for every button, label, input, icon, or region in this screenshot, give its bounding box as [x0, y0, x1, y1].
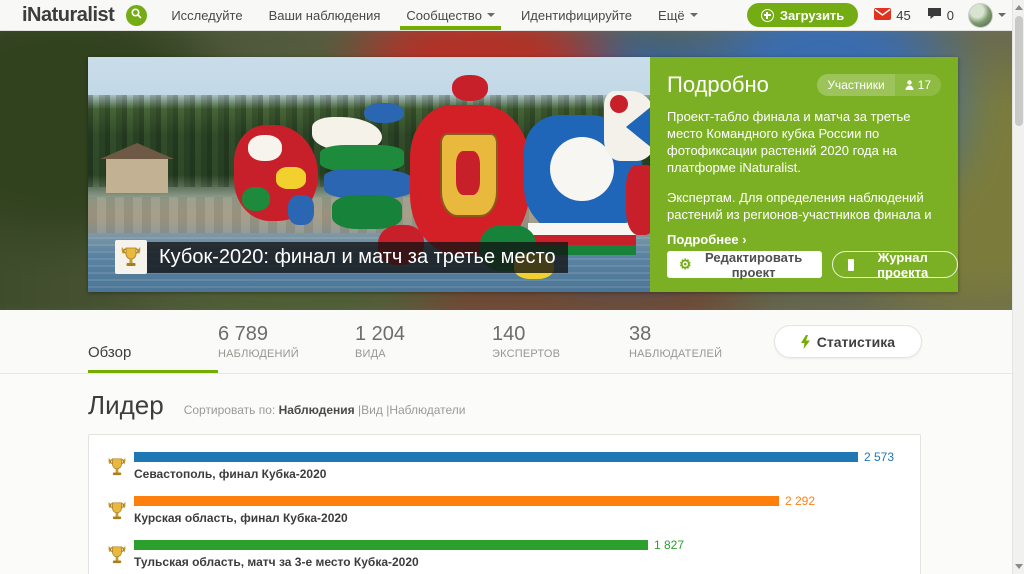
chevron-down-icon — [689, 13, 698, 17]
about-paragraph-1: Проект-табло финала и матча за третье ме… — [667, 109, 911, 176]
sort-option-observers[interactable]: Наблюдатели — [389, 403, 466, 417]
leaderboard-row: 2 292 Курская область, финал Кубка-2020 — [104, 494, 904, 525]
project-title: Кубок-2020: финал и матч за третье место — [147, 242, 568, 273]
comments-indicator[interactable]: 0 — [927, 7, 954, 23]
bar-value: 2 292 — [785, 494, 816, 508]
about-paragraph-2: Экспертам. Для определения наблюдений ра… — [667, 189, 932, 222]
trophy-icon — [104, 541, 130, 569]
messages-count: 45 — [896, 7, 911, 23]
project-banner: Кубок-2020: финал и матч за третье место… — [88, 57, 958, 292]
banner-title-strip: Кубок-2020: финал и матч за третье место — [115, 240, 568, 274]
project-journal-button[interactable]: Журнал проекта — [831, 250, 958, 280]
about-heading: Подробно — [667, 72, 769, 97]
main-content: Лидер Сортировать по: Наблюдения |Вид |Н… — [0, 374, 1024, 574]
row-label-link[interactable]: Севастополь, финал Кубка-2020 — [134, 467, 327, 481]
stat-identifiers[interactable]: 140 ЭКСПЕРТОВ — [492, 323, 561, 360]
comments-count: 0 — [946, 7, 954, 23]
tab-overview[interactable]: Обзор — [88, 344, 218, 373]
russia-flag-map — [228, 75, 650, 279]
nav-links: Исследуйте Ваши наблюдения Сообщество Ид… — [171, 0, 723, 30]
search-icon — [131, 6, 142, 24]
members-count: 17 — [917, 78, 931, 92]
search-button[interactable] — [126, 4, 148, 26]
about-panel: Подробно Участники 17 Проект-табло финал… — [650, 57, 958, 292]
scroll-up-arrow[interactable] — [1015, 5, 1023, 10]
bar-sevastopol — [134, 452, 858, 462]
bar-value: 1 827 — [654, 538, 685, 552]
cabin-shape — [100, 143, 174, 193]
trophy-icon — [115, 240, 147, 274]
top-navbar: iNaturalist Исследуйте Ваши наблюдения С… — [0, 0, 1024, 31]
sort-label: Сортировать по: — [183, 403, 276, 417]
edit-project-button[interactable]: ⚙ Редактировать проект — [667, 250, 822, 280]
members-pill[interactable]: Участники 17 — [817, 74, 941, 96]
hero-section: Кубок-2020: финал и матч за третье место… — [0, 31, 1024, 310]
scroll-down-arrow[interactable] — [1015, 564, 1023, 569]
chevron-down-icon — [486, 13, 495, 17]
stats-bar: Обзор 6 789 НАБЛЮДЕНИЙ 1 204 ВИДА 140 ЭК… — [0, 310, 1024, 374]
nav-item-your-observations[interactable]: Ваши наблюдения — [268, 7, 381, 23]
sort-option-observations[interactable]: Наблюдения — [278, 403, 355, 417]
inaturalist-logo[interactable]: iNaturalist — [22, 3, 115, 26]
envelope-icon — [874, 7, 892, 23]
bar-value: 2 573 — [864, 450, 895, 464]
chat-bubble-icon — [927, 7, 942, 23]
members-label: Участники — [817, 74, 895, 96]
banner-photo: Кубок-2020: финал и матч за третье место — [88, 57, 650, 292]
leaderboard-row: 1 827 Тульская область, матч за 3-е мест… — [104, 538, 904, 569]
nav-item-explore[interactable]: Исследуйте — [171, 7, 243, 23]
sort-option-species[interactable]: Вид — [361, 403, 383, 417]
leaderboard-card: 2 573 Севастополь, финал Кубка-2020 2 29… — [88, 434, 921, 574]
bar-tula — [134, 540, 648, 550]
nav-item-identify[interactable]: Идентифицируйте — [520, 7, 633, 23]
bar-kursk — [134, 496, 779, 506]
plus-circle-icon — [760, 8, 774, 22]
trophy-icon — [104, 453, 130, 481]
person-icon — [905, 80, 914, 90]
trophy-icon — [104, 497, 130, 525]
avatar — [968, 2, 993, 28]
journal-icon — [845, 258, 855, 271]
sort-controls: Сортировать по: Наблюдения |Вид |Наблюда… — [183, 403, 466, 417]
messages-indicator[interactable]: 45 — [874, 7, 911, 23]
gear-icon: ⚙ — [679, 256, 692, 272]
vertical-scrollbar[interactable] — [1012, 0, 1024, 574]
lightning-bolt-icon — [800, 334, 810, 349]
leaderboard-title: Лидер — [88, 390, 164, 420]
stat-species[interactable]: 1 204 ВИДА — [355, 323, 406, 360]
statistics-button[interactable]: Статистика — [773, 325, 922, 358]
upload-button[interactable]: Загрузить — [746, 3, 859, 27]
scroll-thumb[interactable] — [1015, 16, 1023, 126]
row-label-link[interactable]: Курская область, финал Кубка-2020 — [134, 511, 348, 525]
stat-observers[interactable]: 38 НАБЛЮДАТЕЛЕЙ — [629, 323, 723, 360]
nav-right-group: Загрузить 45 0 — [746, 2, 1006, 28]
nav-item-community[interactable]: Сообщество — [400, 0, 501, 30]
user-menu[interactable] — [968, 2, 1006, 28]
leaderboard-row: 2 573 Севастополь, финал Кубка-2020 — [104, 450, 904, 481]
stat-observations[interactable]: 6 789 НАБЛЮДЕНИЙ — [218, 323, 299, 360]
row-label-link[interactable]: Тульская область, матч за 3-е место Кубк… — [134, 555, 419, 569]
chevron-down-icon — [998, 13, 1006, 17]
nav-item-more[interactable]: Ещё — [658, 0, 698, 30]
more-link[interactable]: Подробнее › — [667, 231, 747, 247]
